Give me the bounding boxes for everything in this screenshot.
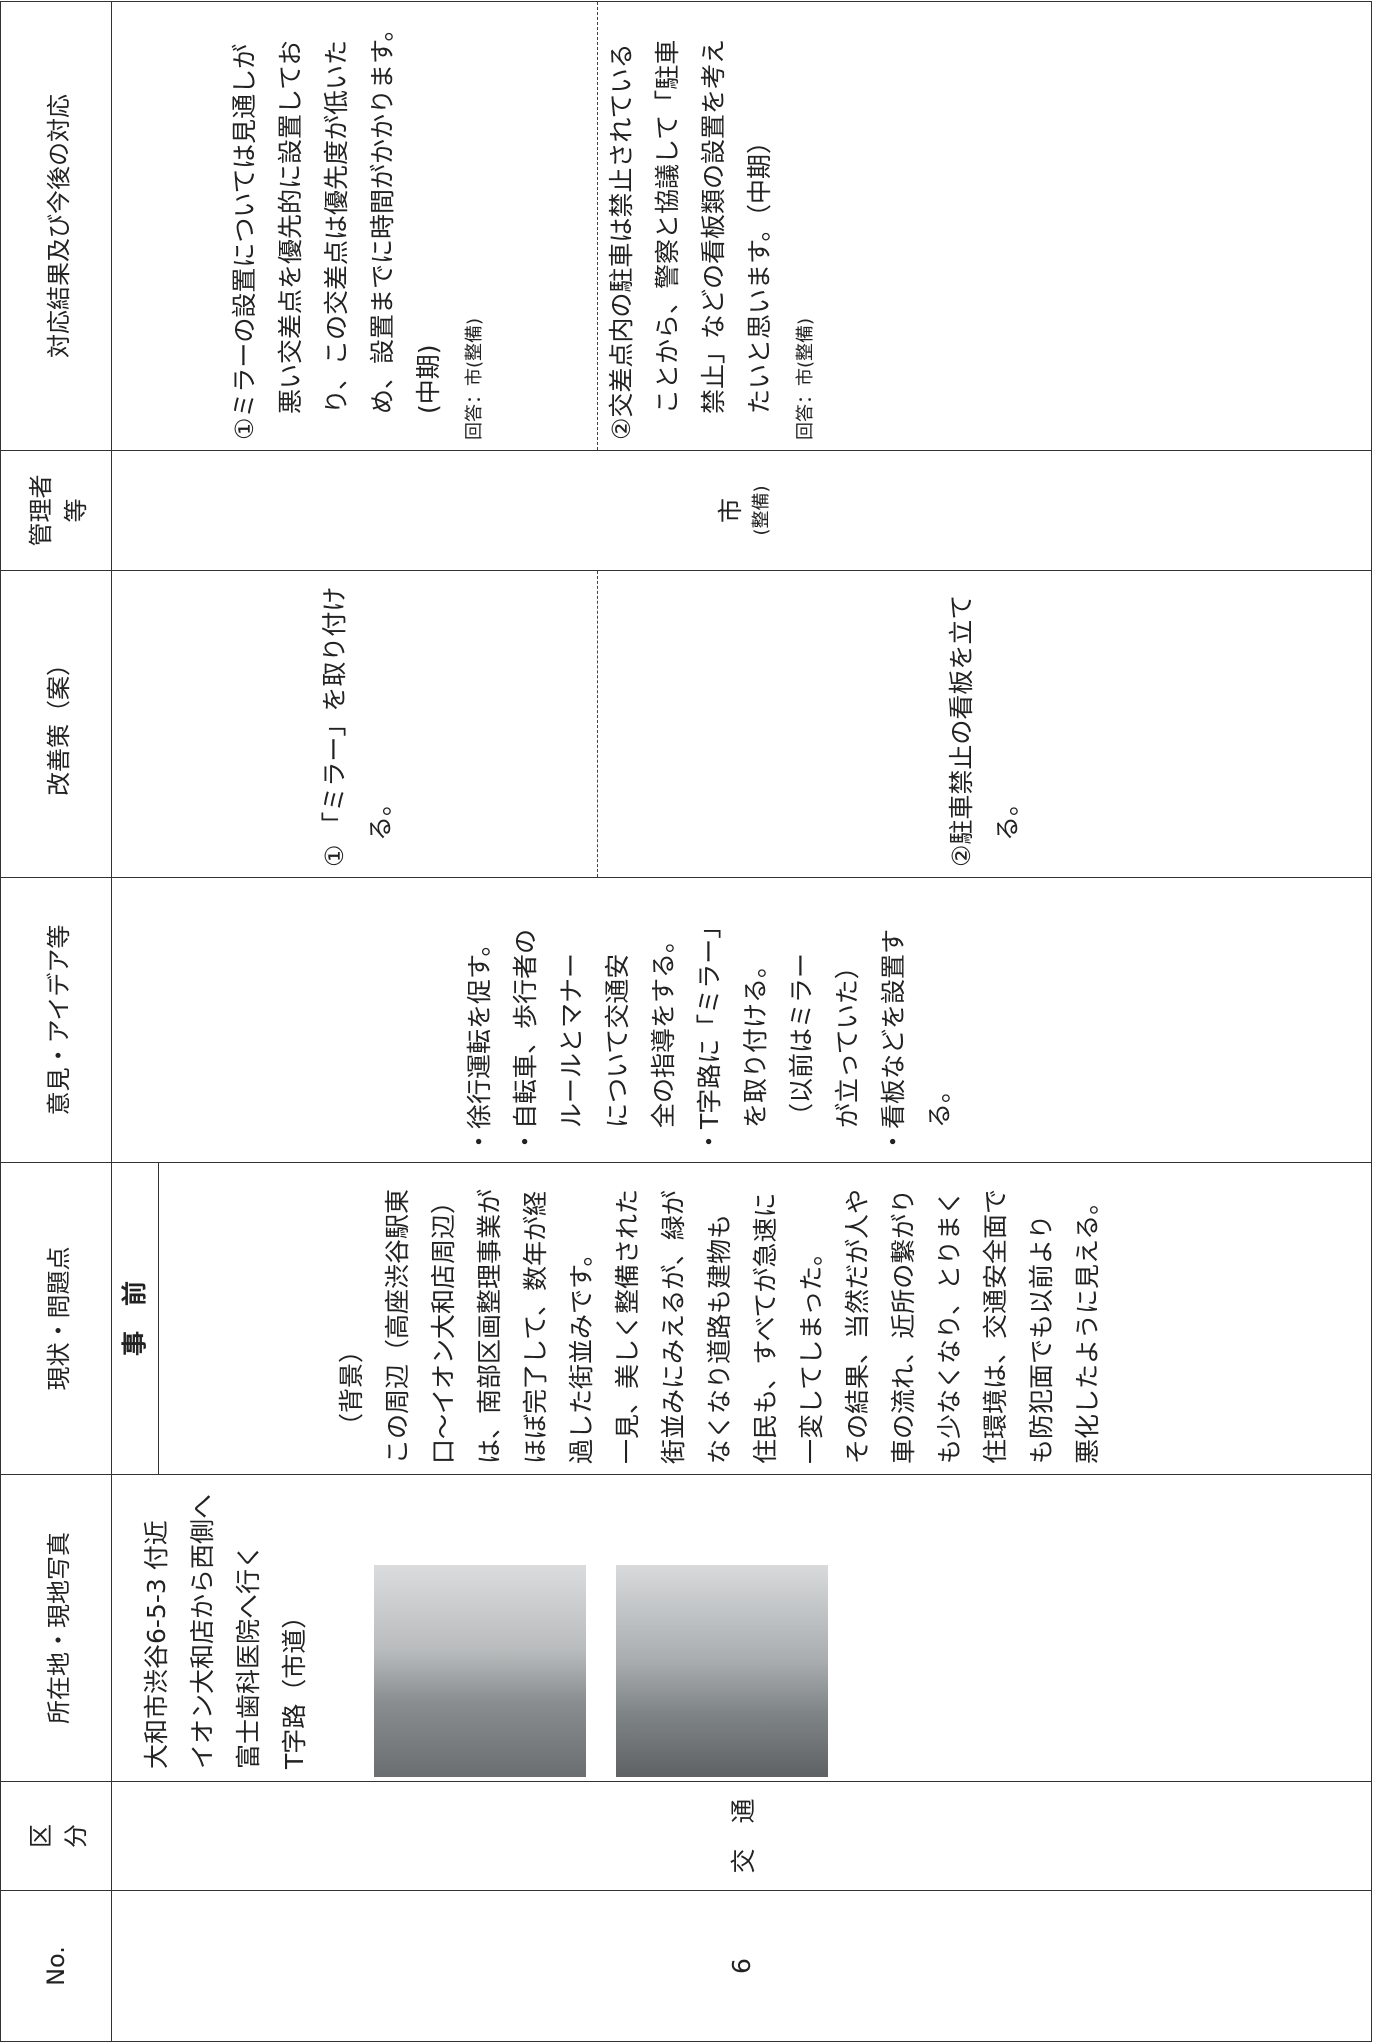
situation-line: なくなり道路も建物も bbox=[705, 1213, 734, 1464]
response-line: め、設置までに時間がかかります。 bbox=[368, 16, 397, 414]
response-line: 悪い交差点を優先的に設置してお bbox=[276, 40, 305, 414]
situation-line: 一変してしまった。 bbox=[797, 1240, 826, 1464]
situation-line: 口～イオン大和店周辺） bbox=[429, 1188, 458, 1464]
header-cell: 所在地・現地写真 bbox=[0, 1474, 112, 1782]
response-line: ことから、警察と協議して「駐車 bbox=[653, 39, 682, 414]
opinion-line: ルールとマナー bbox=[557, 952, 586, 1128]
header-cell: 対応結果及び今後の対応 bbox=[0, 1, 112, 451]
opinion-line: を取り付ける。 bbox=[741, 952, 770, 1128]
header-text: 管理者 bbox=[27, 474, 55, 547]
situation-line: 住環境は、交通安全面で bbox=[981, 1188, 1010, 1464]
opinion-line: ・T字路に「ミラー」 bbox=[695, 913, 724, 1154]
location-cell: 大和市渋谷6-5-3 付近 イオン大和店から西側へ 富士歯科医院へ行く T字路（市道） bbox=[111, 1474, 1372, 1782]
manager-text: (整備) bbox=[750, 485, 772, 536]
situation-line: 過した街並みです。 bbox=[567, 1241, 596, 1464]
response-answer: 回答：市(整備) bbox=[464, 317, 485, 440]
header-cell: 改善策（案） bbox=[0, 570, 112, 878]
situation-line: 街並みにみえるが、緑が bbox=[659, 1190, 688, 1464]
site-photo bbox=[616, 1565, 828, 1777]
proposal-line: る。 bbox=[993, 790, 1022, 841]
situation-line: その結果、当然だが人や bbox=[843, 1188, 872, 1464]
situation-line: も少なくなり、とりまく bbox=[935, 1189, 964, 1464]
proposal-line: ②駐車禁止の看板を立て bbox=[947, 594, 976, 867]
location-line: 富士歯科医院へ行く bbox=[234, 1543, 263, 1769]
situation-line: （背景） bbox=[337, 1337, 366, 1438]
location-line: T字路（市道） bbox=[280, 1603, 309, 1769]
situation-line: 悪化したように見える。 bbox=[1073, 1189, 1102, 1464]
location-line: イオン大和店から西側へ bbox=[188, 1493, 217, 1769]
opinion-line: （以前はミラー bbox=[787, 952, 816, 1128]
header-row: No. 区分 所在地・現地写真 現状・問題点 意見・アイデア等 改善策（案） 管… bbox=[0, 1, 112, 2042]
situation-text: （背景） この周辺（高座渋谷駅東 口～イオン大和店周辺） は、南部区画整理事業が ほぼ完… bbox=[159, 1163, 1111, 1474]
manager-cell: 市 (整備) bbox=[111, 450, 1372, 571]
header-cell: No. bbox=[0, 1890, 112, 2042]
response-answer: 回答：市(整備) bbox=[795, 317, 816, 440]
situation-line: は、南部区画整理事業が bbox=[475, 1188, 504, 1464]
opinion-line: 全の指導をする。 bbox=[649, 927, 678, 1128]
situation-line: も防犯面でも以前より bbox=[1027, 1214, 1056, 1464]
opinion-line: ・看板などを設置す bbox=[879, 928, 908, 1154]
header-text: 分 bbox=[62, 1824, 90, 1848]
response-line: ②交差点内の駐車は禁止されている bbox=[607, 43, 636, 440]
location-line: 大和市渋谷6-5-3 付近 bbox=[142, 1520, 171, 1769]
situation-line: ほぼ完了して、数年が経 bbox=[521, 1190, 550, 1464]
opinion-line: について交通安 bbox=[603, 953, 632, 1128]
response-line: ①ミラーの設置については見通しが bbox=[230, 43, 259, 440]
header-cell: 区分 bbox=[0, 1781, 112, 1891]
opinion-cell: ・徐行運転を促す。 ・自転車、歩行者の ルールとマナー について交通安 全の指導をする。… bbox=[111, 877, 1372, 1163]
proposal-part: ① 「ミラー」を取り付け る。 bbox=[112, 571, 598, 877]
situation-line: 車の流れ、近所の繋がり bbox=[889, 1188, 918, 1464]
situation-line: 一見、美しく整備された bbox=[613, 1188, 642, 1464]
phase-label: 事 前 bbox=[112, 1163, 159, 1474]
opinion-line: が立っていた） bbox=[833, 954, 862, 1128]
opinion-text: ・徐行運転を促す。 ・自転車、歩行者の ルールとマナー について交通安 全の指導をする。… bbox=[112, 878, 963, 1162]
location-text: 大和市渋谷6-5-3 付近 イオン大和店から西側へ 富士歯科医院へ行く T字路（市道） bbox=[112, 1475, 318, 1781]
response-line: 禁止」などの看板類の設置を考え bbox=[699, 38, 728, 414]
proposal-line: る。 bbox=[366, 790, 395, 841]
response-line: (中期) bbox=[414, 344, 443, 414]
response-line: り、この交差点は優先度が低いた bbox=[322, 39, 351, 414]
response-line: たいと思います。（中期） bbox=[745, 128, 774, 414]
header-cell: 現状・問題点 bbox=[0, 1162, 112, 1475]
category-cell: 交 通 bbox=[111, 1781, 1372, 1891]
response-part: ①ミラーの設置については見通しが 悪い交差点を優先的に設置してお り、この交差点は優… bbox=[112, 2, 598, 450]
situation-line: この周辺（高座渋谷駅東 bbox=[383, 1188, 412, 1464]
situation-cell: 事 前 （背景） この周辺（高座渋谷駅東 口～イオン大和店周辺） は、南部区画整理事業… bbox=[111, 1162, 1372, 1475]
response-cell: ①ミラーの設置については見通しが 悪い交差点を優先的に設置してお り、この交差点は優… bbox=[111, 1, 1372, 451]
no-cell: 6 bbox=[111, 1890, 1372, 2042]
opinion-line: ・自転車、歩行者の bbox=[511, 928, 540, 1154]
manager-text: 市 bbox=[715, 498, 745, 524]
header-cell: 意見・アイデア等 bbox=[0, 877, 112, 1163]
header-text: 等 bbox=[62, 498, 90, 523]
header-text: 区 bbox=[27, 1824, 55, 1848]
proposal-part: ②駐車禁止の看板を立て る。 bbox=[599, 571, 1371, 877]
proposal-line: ① 「ミラー」を取り付け bbox=[320, 586, 349, 867]
opinion-line: る。 bbox=[925, 1077, 954, 1128]
response-part: ②交差点内の駐車は禁止されている ことから、警察と協議して「駐車 禁止」などの看板類… bbox=[599, 2, 1371, 450]
data-row: 6 交 通 大和市渋谷6-5-3 付近 イオン大和店から西側へ 富士歯科医院へ行く T… bbox=[111, 1, 1372, 2042]
site-photo bbox=[374, 1565, 586, 1777]
proposal-cell: ① 「ミラー」を取り付け る。 ②駐車禁止の看板を立て る。 bbox=[111, 570, 1372, 878]
situation-line: 住民も、すべてが急速に bbox=[751, 1192, 780, 1464]
header-cell: 管理者等 bbox=[0, 450, 112, 571]
opinion-line: ・徐行運転を促す。 bbox=[465, 931, 494, 1154]
